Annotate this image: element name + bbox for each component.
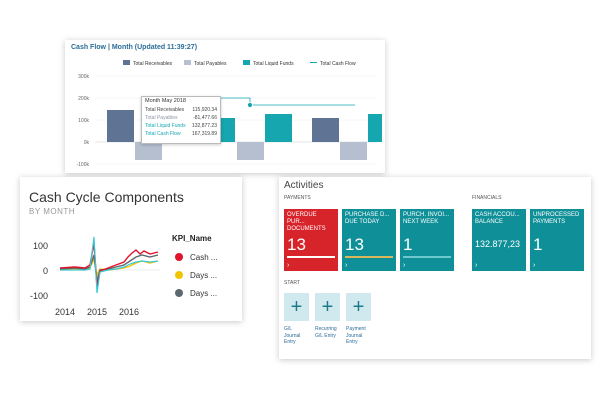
x-tick-2015: 2015 — [87, 307, 107, 317]
legend-dot — [175, 253, 183, 261]
tile-bar — [287, 256, 335, 258]
activities-card: Activities PAYMENTS FINANCIALS OVERDUE P… — [279, 177, 591, 359]
cash-cycle-card: Cash Cycle Components BY MONTH 100 0 -10… — [20, 177, 242, 321]
cashflow-point — [247, 102, 253, 108]
legend-cashflow: Total Cash Flow — [320, 61, 356, 67]
chevron-right-icon: › — [533, 262, 536, 269]
plus-icon: + — [290, 296, 303, 318]
chevron-right-icon: › — [345, 262, 348, 269]
tile-value: 132.877,23 — [475, 239, 521, 249]
tooltip-value: -81,477.66 — [193, 115, 217, 121]
tile-label: UNPROCESSED PAYMENTS — [533, 212, 580, 225]
legend-receivables: Total Receivables — [133, 61, 173, 67]
cash-flow-card: Cash Flow | Month (Updated 11:39:27) Tot… — [65, 40, 385, 173]
tile-value: 1 — [533, 235, 543, 254]
bar-receivables-4 — [312, 118, 339, 142]
chevron-right-icon: › — [287, 262, 290, 269]
tooltip-label: Total Payables — [145, 115, 178, 121]
series-cyan — [60, 236, 159, 294]
legend-dot — [175, 271, 183, 279]
bar-liquid-4 — [368, 114, 382, 142]
tile-bar — [403, 256, 451, 258]
payments-section-label: PAYMENTS — [284, 195, 311, 201]
y-tick-0: 0 — [43, 266, 48, 276]
series-cash — [59, 242, 159, 288]
y-tick-100: 100 — [33, 241, 48, 251]
y-tick-neg100: -100 — [30, 291, 48, 301]
legend-payables: Total Payables — [194, 61, 227, 67]
series-days-2 — [59, 254, 159, 282]
plus-icon: + — [352, 296, 365, 318]
legend-swatch-receivables — [123, 60, 130, 65]
start-section-label: START — [284, 280, 300, 286]
tile-label: OVERDUE PUR... DOCUMENTS — [287, 212, 326, 232]
tile-value: 1 — [403, 235, 413, 254]
cycle-chart: 100 0 -100 2014 2015 2016 — [30, 236, 160, 317]
bar-receivables-1 — [107, 110, 134, 142]
legend-item-days-1[interactable]: Days ... — [175, 271, 217, 280]
bar-payables-4 — [340, 142, 367, 160]
tile-label: CASH ACCOU... BALANCE — [475, 212, 520, 225]
recurring-gl-entry-button[interactable]: + — [315, 293, 340, 321]
activities-title: Activities — [284, 180, 324, 191]
bar-payables-1 — [135, 142, 162, 160]
tile-bar — [345, 256, 393, 258]
legend-label: Days ... — [190, 271, 218, 280]
cycle-title: Cash Cycle Components — [29, 189, 184, 205]
legend-item-cash[interactable]: Cash ... — [175, 253, 218, 262]
tooltip-header: Month May 2018 — [145, 98, 186, 104]
tooltip-row: Total Payables -81,477.66 — [145, 115, 217, 121]
legend-label: Cash ... — [190, 253, 218, 262]
bar-liquid-3 — [265, 114, 292, 142]
tooltip-value: 167,319.89 — [191, 131, 217, 137]
tile-purchase-due-today[interactable]: PURCHASE D... DUE TODAY 13 › — [342, 209, 396, 271]
gl-journal-entry-label[interactable]: G/L Journal Entry — [284, 326, 301, 345]
payment-journal-entry-label[interactable]: Payment Journal Entry — [346, 326, 366, 345]
recurring-gl-entry-label[interactable]: Recurring G/L Entry — [315, 326, 337, 339]
y-tick-100k: 100k — [78, 118, 89, 124]
tile-value: 13 — [287, 235, 306, 254]
tile-unprocessed-payments[interactable]: UNPROCESSED PAYMENTS 1 › — [530, 209, 584, 271]
cycle-legend-title: KPI_Name — [172, 234, 212, 243]
tile-value: 13 — [345, 235, 364, 254]
tile-cash-accounts-balance[interactable]: CASH ACCOU... BALANCE 132.877,23 › — [472, 209, 526, 271]
y-tick-neg100k: -100k — [76, 162, 89, 168]
tile-purchase-invoices-next-week[interactable]: PURCH. INVOI... NEXT WEEK 1 › — [400, 209, 454, 271]
tooltip-row: Total Cash Flow 167,319.89 — [145, 131, 217, 137]
legend-liquid: Total Liquid Funds — [253, 61, 294, 67]
x-tick-2014: 2014 — [55, 307, 75, 317]
cashflow-line — [221, 97, 355, 106]
x-tick-2016: 2016 — [119, 307, 139, 317]
tooltip-row: Total Liquid Funds 132,877.23 — [145, 123, 217, 129]
financials-section-label: FINANCIALS — [472, 195, 502, 201]
legend-swatch-payables — [184, 60, 191, 65]
chevron-right-icon: › — [475, 262, 478, 269]
legend-label: Days ... — [190, 289, 218, 298]
tile-label: PURCHASE D... DUE TODAY — [345, 212, 390, 225]
payment-journal-entry-button[interactable]: + — [346, 293, 371, 321]
plus-icon: + — [321, 296, 334, 318]
cash-flow-title: Cash Flow | Month (Updated 11:39:27) — [71, 44, 198, 51]
tile-label: PURCH. INVOI... NEXT WEEK — [403, 212, 450, 225]
tooltip-value: 132,877.23 — [191, 123, 217, 129]
gl-journal-entry-button[interactable]: + — [284, 293, 309, 321]
legend-swatch-liquid — [243, 60, 250, 65]
tooltip-label: Total Receivables — [145, 107, 185, 113]
y-tick-200k: 200k — [78, 96, 89, 102]
tooltip-label: Total Liquid Funds — [145, 123, 186, 129]
y-tick-0k: 0k — [84, 140, 90, 146]
tooltip-label: Total Cash Flow — [145, 131, 181, 137]
bar-liquid-2 — [221, 118, 235, 142]
cash-flow-chart: Total Receivables Total Payables Total L… — [76, 60, 382, 168]
chevron-right-icon: › — [403, 262, 406, 269]
bar-payables-3 — [237, 142, 264, 160]
y-tick-300k: 300k — [78, 74, 89, 80]
legend-item-days-2[interactable]: Days ... — [175, 289, 217, 298]
legend-dot — [175, 289, 183, 297]
tile-overdue-purchase-documents[interactable]: OVERDUE PUR... DOCUMENTS 13 › — [284, 209, 338, 271]
chart-tooltip: Month May 2018 Total Receivables 115,920… — [141, 96, 221, 144]
cycle-subtitle: BY MONTH — [29, 207, 76, 216]
tooltip-row: Total Receivables 115,920.34 — [145, 107, 217, 113]
tooltip-value: 115,920.34 — [192, 107, 217, 113]
